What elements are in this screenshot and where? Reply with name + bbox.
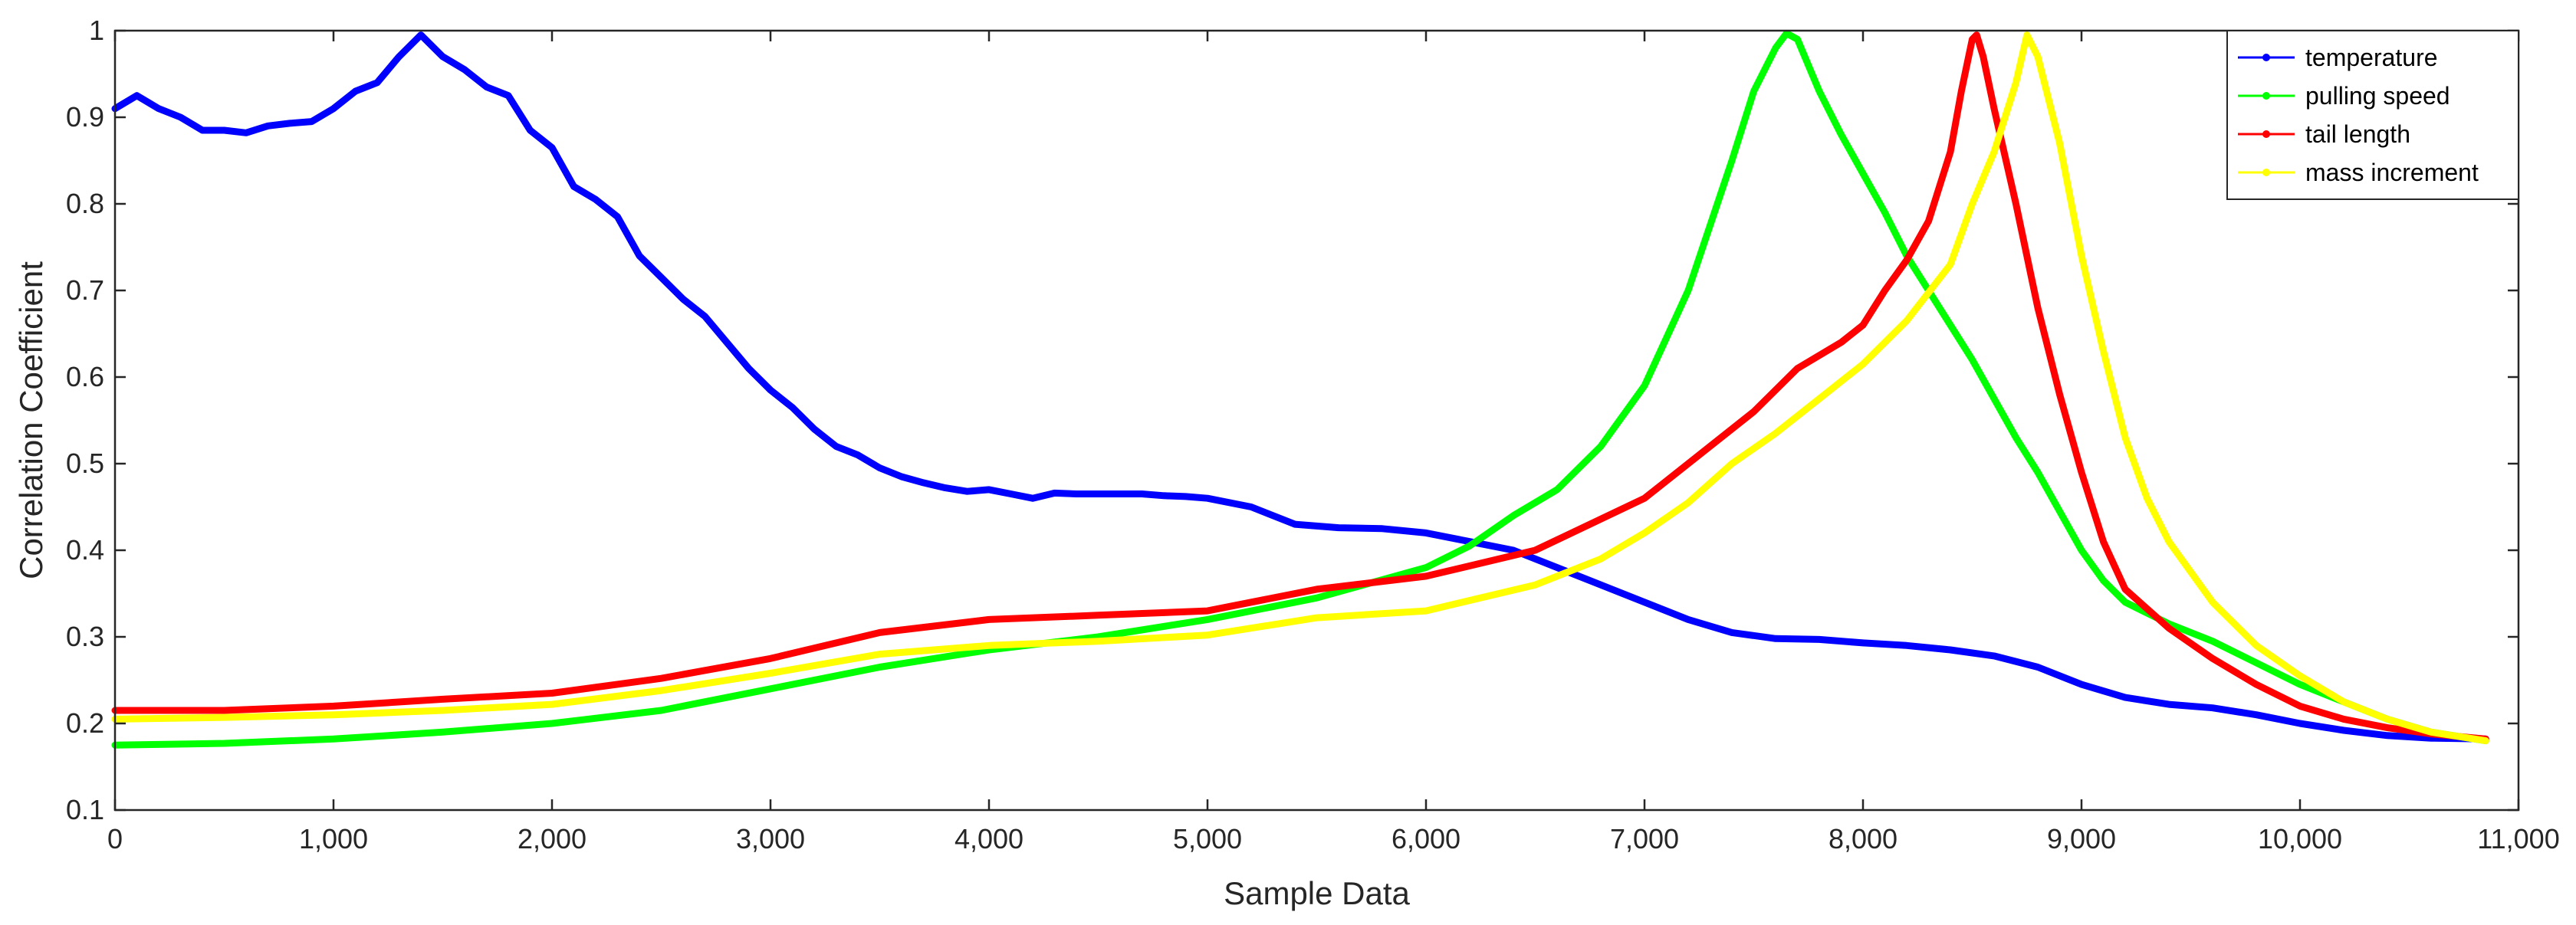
- x-tick-label: 9,000: [2047, 823, 2116, 854]
- x-tick-label: 1,000: [299, 823, 368, 854]
- legend: temperature pulling speed tail length mass …: [2226, 30, 2519, 200]
- series-line-tail-length: [111, 31, 2489, 743]
- legend-label: tail length: [2305, 120, 2410, 148]
- y-tick-label: 0.3: [66, 621, 104, 652]
- legend-label: pulling speed: [2305, 82, 2450, 110]
- plot-area: [115, 31, 2518, 810]
- x-axis-ticks: 0 1,000 2,000 3,000 4,000 5,000 6,000 7,000 8,00…: [107, 31, 2560, 854]
- y-tick-label: 0.7: [66, 274, 104, 306]
- legend-swatch-marker: [2262, 54, 2270, 61]
- y-tick-label: 0.2: [66, 707, 104, 739]
- series-layer: [111, 29, 2489, 749]
- series-line-pulling-speed: [111, 29, 2489, 749]
- y-axis-label: Correlation Coefficient: [13, 261, 49, 579]
- y-tick-label: 0.1: [66, 794, 104, 825]
- x-tick-label: 6,000: [1392, 823, 1460, 854]
- x-tick-label: 11,000: [2477, 823, 2559, 854]
- plot-frame: [113, 29, 2520, 812]
- legend-label: mass increment: [2305, 159, 2479, 186]
- x-tick-label: 4,000: [955, 823, 1024, 854]
- x-axis-label: Sample Data: [1224, 875, 1410, 911]
- x-tick-label: 5,000: [1173, 823, 1242, 854]
- legend-swatch-marker: [2262, 130, 2270, 138]
- x-tick-label: 2,000: [518, 823, 586, 854]
- x-tick-label: 7,000: [1610, 823, 1679, 854]
- y-tick-label: 1: [89, 15, 104, 46]
- x-tick-label: 0: [107, 823, 123, 854]
- x-tick-label: 10,000: [2258, 823, 2342, 854]
- x-tick-label: 8,000: [1829, 823, 1898, 854]
- y-tick-label: 0.5: [66, 448, 104, 479]
- legend-box: [2226, 30, 2519, 200]
- y-tick-label: 0.8: [66, 188, 104, 219]
- y-tick-label: 0.9: [66, 101, 104, 133]
- series-line-mass-increment: [111, 31, 2489, 745]
- legend-swatch-marker: [2262, 92, 2270, 100]
- y-axis-ticks: 0.1 0.2 0.3 0.4 0.5 0.6 0.7 0.8 0.9 1: [66, 15, 2518, 825]
- legend-label: temperature: [2305, 44, 2438, 71]
- series-line-temperature: [111, 31, 2489, 743]
- x-tick-label: 3,000: [736, 823, 805, 854]
- y-tick-label: 0.6: [66, 361, 104, 392]
- y-tick-label: 0.4: [66, 534, 104, 566]
- legend-swatch-marker: [2262, 169, 2270, 176]
